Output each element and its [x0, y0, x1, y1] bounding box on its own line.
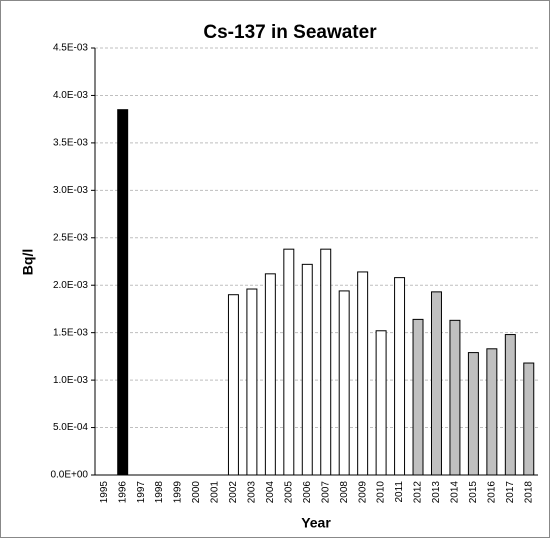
bar	[338, 290, 350, 476]
bar	[320, 248, 332, 476]
bar	[467, 352, 479, 476]
y-tick-label: 3.0E-03	[53, 185, 88, 196]
y-tick-label: 1.0E-03	[53, 375, 88, 386]
x-tick-label: 2009	[357, 481, 368, 504]
bar	[394, 277, 406, 476]
x-tick-label: 2000	[191, 481, 202, 504]
x-axis-label: Year	[301, 515, 331, 531]
y-tick-label: 4.5E-03	[53, 43, 88, 54]
bar	[357, 271, 369, 476]
x-tick-label: 2014	[450, 481, 461, 504]
bar	[412, 318, 424, 476]
bar	[301, 263, 313, 476]
x-tick-label: 1998	[154, 481, 165, 504]
x-tick-label: 1996	[117, 481, 128, 504]
x-tick-label: 2011	[394, 481, 405, 503]
x-tick-label: 2006	[302, 481, 313, 504]
x-tick-label: 2012	[413, 481, 424, 504]
x-tick-label: 1995	[99, 481, 110, 504]
x-tick-label: 2003	[247, 481, 258, 504]
y-tick-label: 5.0E-04	[53, 422, 88, 433]
x-tick-label: 2018	[523, 481, 534, 504]
bar	[523, 362, 535, 476]
x-tick-label: 2015	[468, 481, 479, 504]
bar	[486, 348, 498, 476]
y-axis-label: Bq/l	[20, 249, 36, 275]
y-tick-label: 1.5E-03	[53, 327, 88, 338]
x-tick-label: 2010	[376, 481, 387, 504]
bar	[283, 248, 295, 476]
bar	[227, 294, 239, 476]
bar	[504, 334, 516, 476]
x-tick-label: 2002	[228, 481, 239, 504]
y-tick-label: 0.0E+00	[50, 470, 88, 481]
bar	[246, 288, 258, 476]
x-tick-label: 2004	[265, 481, 276, 504]
bar	[449, 319, 461, 476]
chart-title: Cs-137 in Seawater	[203, 22, 377, 43]
x-tick-label: 2017	[505, 481, 516, 504]
bar	[430, 291, 442, 476]
bar	[264, 273, 276, 476]
y-tick-label: 4.0E-03	[53, 90, 88, 101]
y-tick-label: 3.5E-03	[53, 138, 88, 149]
y-tick-label: 2.5E-03	[53, 232, 88, 243]
x-tick-label: 1999	[173, 481, 184, 504]
x-tick-label: 2013	[431, 481, 442, 504]
x-tick-label: 2007	[320, 481, 331, 504]
x-tick-label: 2016	[486, 481, 497, 504]
x-tick-label: 2008	[339, 481, 350, 504]
y-tick-label: 2.0E-03	[53, 280, 88, 291]
bar	[117, 109, 129, 476]
x-tick-label: 2005	[283, 481, 294, 504]
bar	[375, 330, 387, 476]
x-tick-label: 1997	[136, 481, 147, 504]
x-tick-label: 2001	[210, 481, 221, 504]
